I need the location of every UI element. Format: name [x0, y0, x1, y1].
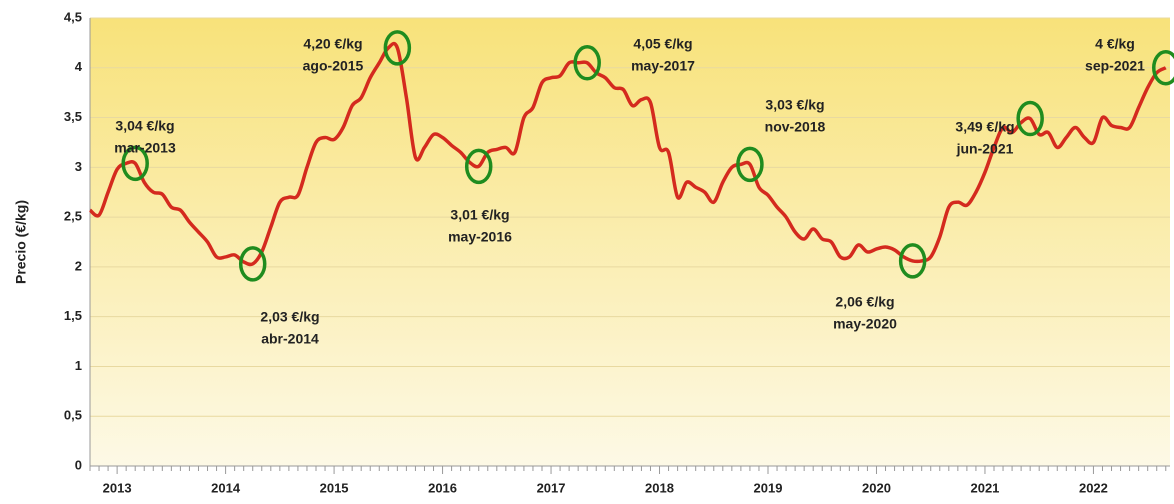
annotation-price: 4,20 €/kg [303, 36, 362, 52]
annotation-date: jun-2021 [956, 141, 1014, 157]
x-tick-label: 2013 [103, 480, 132, 495]
annotation-price: 2,06 €/kg [835, 294, 894, 310]
highlight-circle [238, 246, 267, 282]
y-axis-title: Precio (€/kg) [13, 200, 29, 284]
annotation-price: 4 €/kg [1095, 36, 1135, 52]
annotation-date: nov-2018 [765, 119, 826, 135]
plot-area [90, 18, 1170, 466]
x-tick-label: 2014 [211, 480, 241, 495]
annotation-price: 3,03 €/kg [765, 97, 824, 113]
x-tick-label: 2016 [428, 480, 457, 495]
annotation-date: may-2017 [631, 58, 695, 74]
annotation-price: 3,04 €/kg [115, 118, 174, 134]
highlight-circle [736, 146, 764, 183]
x-tick-label: 2015 [320, 480, 349, 495]
annotation-date: may-2016 [448, 229, 512, 245]
x-tick-label: 2022 [1079, 480, 1108, 495]
y-tick-label: 0,5 [64, 408, 82, 423]
annotation-price: 2,03 €/kg [260, 309, 319, 325]
y-tick-label: 2,5 [64, 209, 82, 224]
y-tick-label: 1 [75, 358, 82, 373]
highlight-circle [1016, 100, 1044, 137]
highlight-circle [898, 243, 927, 279]
highlight-circle [573, 45, 601, 81]
y-tick-label: 4,5 [64, 9, 82, 24]
annotation-date: ago-2015 [303, 58, 364, 74]
highlight-circle [464, 148, 493, 185]
price-line [88, 41, 1167, 267]
y-tick-label: 2 [75, 258, 82, 273]
highlight-circle [383, 30, 412, 66]
x-tick-label: 2018 [645, 480, 674, 495]
annotation-date: mar-2013 [114, 140, 176, 156]
annotation-price: 3,49 €/kg [955, 119, 1014, 135]
highlight-circle [1152, 50, 1174, 86]
annotation-date: may-2020 [833, 316, 897, 332]
x-tick-label: 2021 [970, 480, 999, 495]
y-tick-label: 1,5 [64, 308, 82, 323]
x-tick-label: 2020 [862, 480, 891, 495]
highlight-circle [121, 145, 149, 182]
annotation-price: 4,05 €/kg [633, 36, 692, 52]
x-tick-label: 2017 [537, 480, 566, 495]
annotation-price: 3,01 €/kg [450, 207, 509, 223]
y-tick-label: 4 [75, 59, 83, 74]
annotation-date: abr-2014 [261, 331, 319, 347]
y-tick-label: 3 [75, 159, 82, 174]
y-tick-label: 3,5 [64, 109, 82, 124]
annotation-date: sep-2021 [1085, 58, 1145, 74]
y-tick-label: 0 [75, 457, 82, 472]
x-tick-label: 2019 [754, 480, 783, 495]
